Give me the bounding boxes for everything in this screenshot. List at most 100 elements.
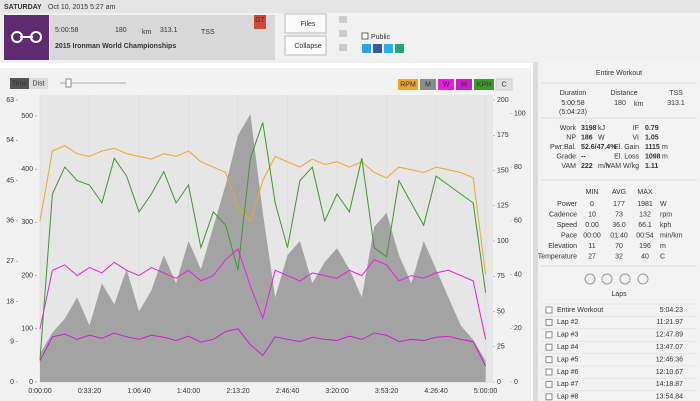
legend-button[interactable] xyxy=(398,79,418,90)
lap-checkbox[interactable] xyxy=(545,331,553,339)
share-twitter[interactable] xyxy=(362,44,371,53)
row-label: Power xyxy=(557,201,578,208)
icon[interactable] xyxy=(339,44,347,51)
files-button[interactable] xyxy=(284,13,327,34)
x-tick-label: 0:33:20 xyxy=(78,388,101,395)
tss: 313.1 xyxy=(160,27,178,34)
legend-label: RPM xyxy=(400,81,416,88)
time-toggle[interactable] xyxy=(10,78,29,89)
lap-tool-icon[interactable] xyxy=(637,273,649,285)
lap-name: Lap #5 xyxy=(557,356,579,363)
files-label: Files xyxy=(301,21,316,28)
y-tick-label: 175 xyxy=(497,132,509,139)
y-tick-label: 60 xyxy=(514,218,522,225)
column-header: MAX xyxy=(637,189,653,196)
row-unit: kph xyxy=(660,222,671,229)
lap-name: Lap #6 xyxy=(557,369,579,376)
stat-label: VI xyxy=(632,134,639,141)
stat-value: 222 xyxy=(581,163,593,170)
summary-note: (5:04:23) xyxy=(559,109,587,116)
stat-unit: W xyxy=(598,134,605,141)
legend-button[interactable] xyxy=(438,79,454,90)
cell: 0.00 xyxy=(585,222,599,229)
dist-toggle[interactable] xyxy=(29,78,48,89)
y-tick-label: 18 xyxy=(6,298,14,305)
stat-label: El. Loss xyxy=(614,153,639,160)
public-label: Public xyxy=(371,34,391,41)
lap-tool-icon[interactable] xyxy=(584,273,596,285)
lap-name: Lap #4 xyxy=(557,344,579,351)
workout-title: 2015 Ironman World Championships xyxy=(55,43,176,50)
lap-name: Lap #7 xyxy=(557,381,579,388)
summary-label: Duration xyxy=(560,90,587,97)
lap-tool-icon[interactable] xyxy=(619,273,631,285)
lap-name: Entire Workout xyxy=(557,307,603,314)
share-facebook[interactable] xyxy=(373,44,382,53)
icon[interactable] xyxy=(339,30,347,37)
lap-time: 13:54.84 xyxy=(656,394,683,401)
column-header: AVG xyxy=(612,189,626,196)
lap-checkbox[interactable] xyxy=(545,380,553,388)
lap-time: 14:18.87 xyxy=(656,381,683,388)
legend-label: C xyxy=(501,81,506,88)
stat-label: Pwr:Bal. xyxy=(550,144,576,151)
stat-value: 1098 xyxy=(645,153,661,160)
y-tick-label: 100 xyxy=(497,238,509,245)
column-header: MIN xyxy=(586,189,599,196)
y-tick-label: 27 xyxy=(6,258,14,265)
lap-time: 13:47.07 xyxy=(656,344,683,351)
stat-label: IF xyxy=(633,125,639,132)
lap-tool-icon[interactable] xyxy=(601,273,613,285)
y-tick-label: 54 xyxy=(6,137,14,144)
top-bar xyxy=(0,0,700,13)
series-line xyxy=(39,248,487,340)
y-tick-label: 100 xyxy=(514,110,526,117)
summary-label: Distance xyxy=(610,90,637,97)
y-tick-label: 150 xyxy=(497,167,509,174)
lap-checkbox[interactable] xyxy=(545,393,553,401)
row-label: Speed xyxy=(557,222,577,229)
y-tick-label: 0 xyxy=(514,379,518,386)
lap-checkbox[interactable] xyxy=(545,318,553,326)
cell: 10 xyxy=(588,211,596,218)
lap-time: 5:04:23 xyxy=(660,307,683,314)
stat-unit: m xyxy=(662,153,668,160)
stat-unit: kJ xyxy=(598,125,605,132)
x-tick-label: 5:00:00 xyxy=(474,388,497,395)
lap-checkbox[interactable] xyxy=(545,343,553,351)
share-mail[interactable] xyxy=(395,44,404,53)
row-unit: rpm xyxy=(660,211,672,218)
legend-button[interactable] xyxy=(420,79,436,90)
cell: 196 xyxy=(639,243,651,250)
lap-checkbox[interactable] xyxy=(545,356,553,364)
stat-label: VAM xyxy=(561,163,576,170)
cell: 0 xyxy=(590,201,594,208)
elevation-area xyxy=(40,114,486,382)
y-tick-label: 9 xyxy=(10,339,14,346)
cell: 00:00 xyxy=(583,232,601,239)
slider-knob[interactable] xyxy=(65,78,72,88)
legend-button[interactable] xyxy=(495,78,513,91)
lap-time: 12:46.36 xyxy=(656,356,683,363)
icon[interactable] xyxy=(339,16,347,23)
collapse-button[interactable] xyxy=(284,35,327,56)
stat-value: 0.79 xyxy=(645,125,659,132)
x-tick-label: 3:53:20 xyxy=(375,388,398,395)
scrollbar[interactable] xyxy=(533,62,538,401)
row-label: Pace xyxy=(561,232,577,239)
y-tick-label: 200 xyxy=(497,97,509,104)
share-link[interactable] xyxy=(384,44,393,53)
y-tick-label: 0 xyxy=(29,379,33,386)
legend-button[interactable] xyxy=(474,79,494,90)
y-tick-label: 25 xyxy=(497,344,505,351)
legend-button[interactable] xyxy=(456,79,472,90)
public-checkbox[interactable] xyxy=(361,32,369,40)
x-tick-label: 4:26:40 xyxy=(424,388,447,395)
cell: 70 xyxy=(615,243,623,250)
summary-unit: km xyxy=(634,101,644,108)
lap-checkbox[interactable] xyxy=(545,368,553,376)
summary-value: 180 xyxy=(614,100,626,107)
row-unit: min/km xyxy=(660,232,683,239)
lap-checkbox[interactable] xyxy=(545,306,553,314)
legend-label: M xyxy=(425,81,431,88)
